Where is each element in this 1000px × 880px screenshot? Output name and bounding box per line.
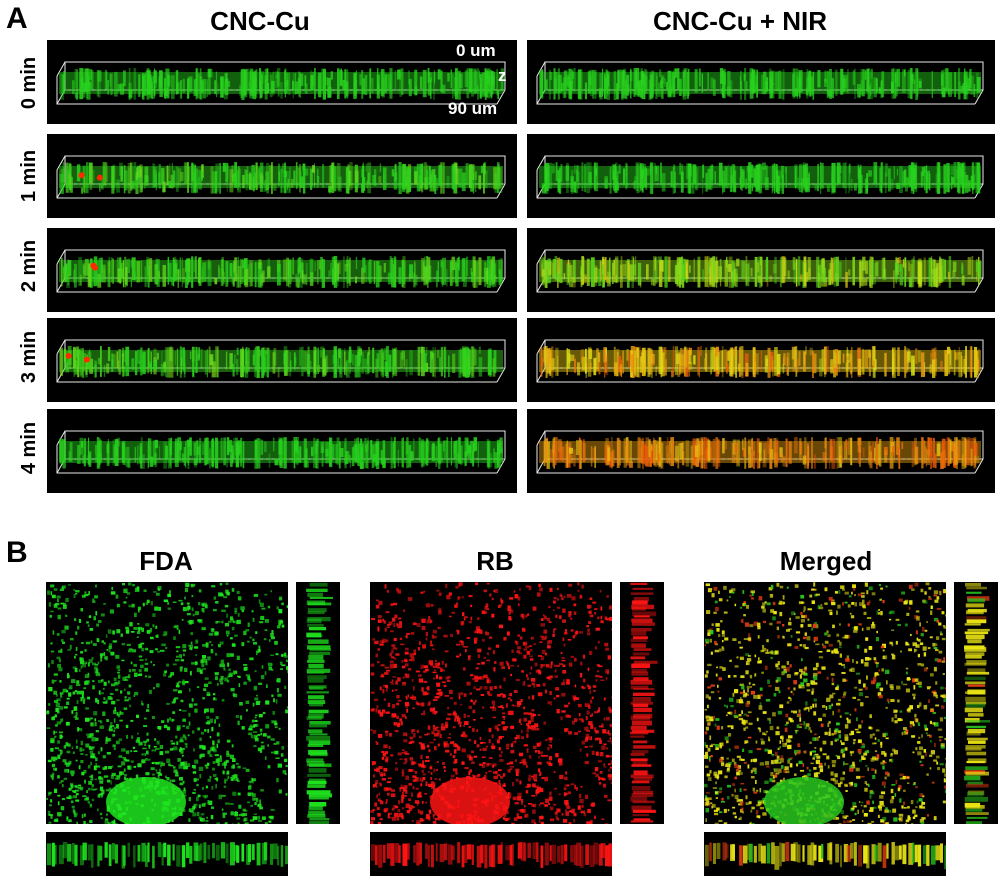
confocal-frame-2-0: [47, 228, 517, 312]
confocal-frame-4-1: [527, 409, 995, 493]
fda-yz-projection: [296, 582, 340, 824]
confocal-frame-3-1: [527, 318, 995, 402]
column-title-cnc-cu: CNC-Cu: [210, 6, 310, 36]
fda-xz-projection: [46, 832, 288, 876]
merged-xz-projection: [704, 832, 946, 876]
confocal-frame-0-1: [527, 40, 995, 124]
panel-b-letter: B: [6, 536, 28, 569]
row-label-4min: 4 min: [18, 421, 40, 475]
column-title-cnc-cu-nir: CNC-Cu + NIR: [652, 6, 828, 36]
confocal-frame-1-0: [47, 134, 517, 218]
confocal-frame-4-0: [47, 409, 517, 493]
rb-yz-projection: [620, 582, 664, 824]
row-label-0min: 0 min: [18, 56, 40, 110]
fda-xy-projection: [46, 582, 288, 824]
panel-a-letter: A: [6, 2, 28, 35]
channel-title-fda: FDA: [139, 546, 193, 576]
rb-xz-projection: [370, 832, 612, 876]
rb-xy-projection: [370, 582, 612, 824]
row-label-1min: 1 min: [18, 149, 40, 203]
row-label-2min: 2 min: [18, 239, 40, 293]
row-label-3min: 3 min: [18, 330, 40, 384]
channel-title-rb: RB: [476, 546, 514, 576]
confocal-frame-3-0: [47, 318, 517, 402]
merged-xy-projection: [704, 582, 946, 824]
confocal-frame-0-0: [47, 40, 517, 124]
depth-axis-label: z: [498, 66, 507, 85]
depth-label-bottom: 90 um: [448, 99, 498, 118]
merged-yz-projection: [954, 582, 998, 824]
confocal-frame-2-1: [527, 228, 995, 312]
confocal-frame-1-1: [527, 134, 995, 218]
channel-title-merged: Merged: [779, 546, 873, 576]
depth-label-top: 0 um: [456, 41, 496, 60]
